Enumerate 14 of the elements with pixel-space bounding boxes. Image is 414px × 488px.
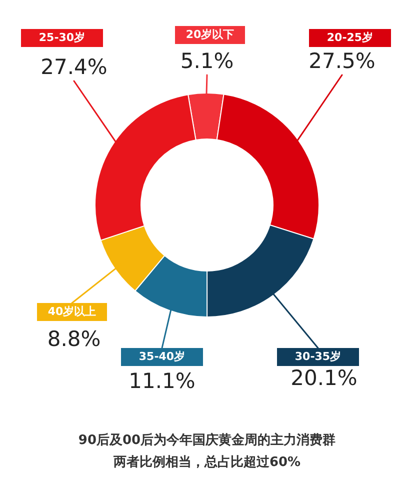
data-label: 11.1% xyxy=(128,369,196,393)
slice-label: 25-30岁 xyxy=(38,31,86,44)
slice-label: 20岁以下 xyxy=(186,28,234,41)
slice-label: 30-35岁 xyxy=(294,350,342,363)
data-label: 20.1% xyxy=(290,366,358,390)
slice-label: 35-40岁 xyxy=(138,350,186,363)
data-label: 27.5% xyxy=(308,49,376,73)
slice-label: 40岁以上 xyxy=(48,305,96,318)
text: 90后及00后为今年国庆黄金周的主力消费群 xyxy=(78,432,336,448)
text: 两者比例相当，总占比超过60% xyxy=(112,454,301,470)
slice-label: 20-25岁 xyxy=(326,31,374,44)
data-label: 5.1% xyxy=(180,49,234,73)
data-label: 27.4% xyxy=(40,55,108,79)
data-label: 8.8% xyxy=(47,327,101,351)
